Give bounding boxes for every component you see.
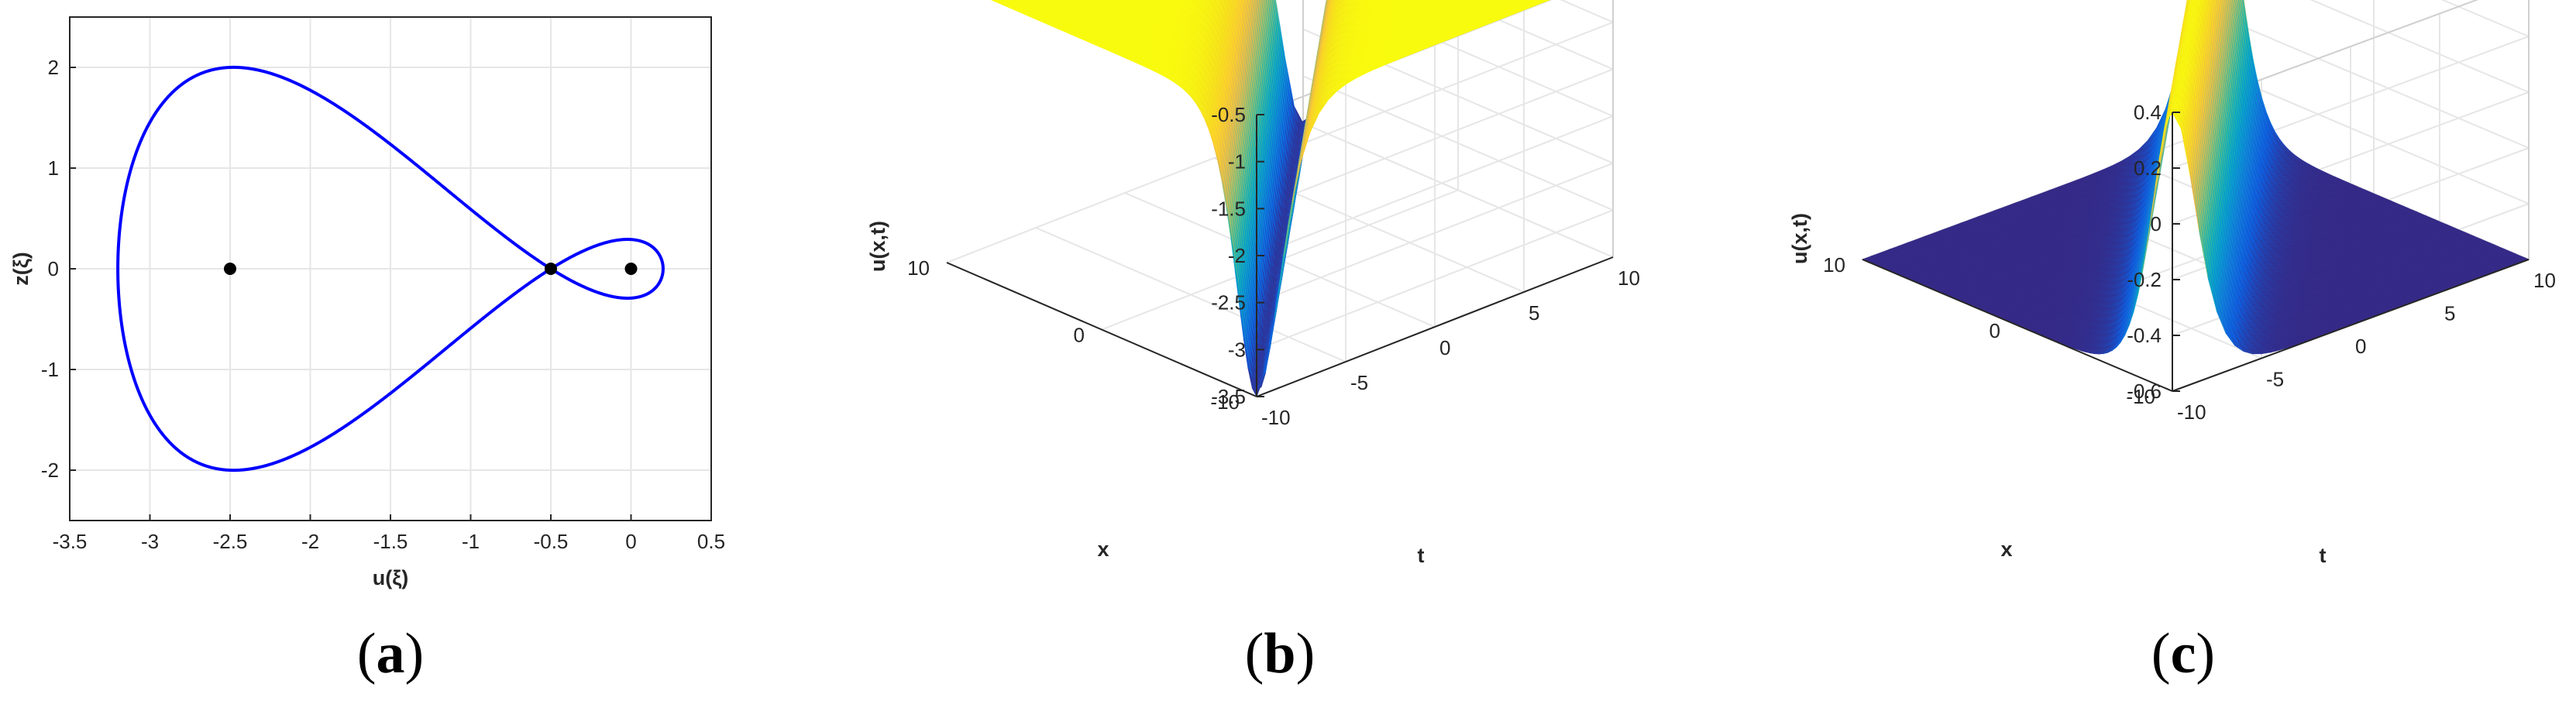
b-ttick-label: 0	[1439, 336, 1450, 359]
panel-a-xlabel: u(ξ)	[373, 566, 409, 589]
b-x-axis	[946, 262, 1257, 397]
panel-a-equilibrium-dot	[624, 263, 638, 275]
panel-a-equilibrium-dot	[545, 263, 557, 275]
b-xtick-label: 0	[1074, 324, 1085, 347]
panel-a-ytick-label: -2	[41, 459, 59, 482]
panel-b-caption: (b)	[1245, 622, 1315, 686]
panel-a-xtick-label: -1	[462, 530, 480, 553]
b-ztick-label: -2.5	[1211, 291, 1246, 314]
panel-b-caption-letter: b	[1264, 622, 1295, 686]
panel-c-surface	[1861, 0, 2530, 355]
panel-a-ytick-label: 0	[48, 257, 59, 280]
panel-a-equilibrium-dot	[224, 263, 236, 275]
panel-b-xlabel: x	[1097, 538, 1109, 561]
b-ttick-label: 10	[1618, 266, 1640, 290]
panel-a-xtick-label: -0.5	[534, 530, 569, 553]
b-xtick-label: 10	[907, 256, 930, 280]
b-grid-floor-t	[1302, 122, 1614, 258]
panel-a-trajectory	[116, 65, 665, 472]
b-ztick-label: -3.5	[1211, 385, 1246, 408]
panel-a-ytick-label: 1	[48, 156, 59, 180]
panel-a-ytick-label: -1	[41, 358, 59, 381]
panel-b-zlabel: u(x,t)	[866, 221, 889, 272]
b-surface-patch	[1251, 373, 1266, 397]
b-ztick-label: -3	[1228, 338, 1246, 361]
panel-a-ytick-label: 2	[48, 56, 59, 79]
panel-a-phase-portrait: -3.5 -3 -2.5 -2 -1.5 -1 -0.5 0 0.5 -2 -1 0 1 2 u(ξ) z…	[9, 16, 725, 686]
c-grid-back-right	[2440, 0, 2530, 37]
b-ttick-label: -5	[1350, 371, 1368, 394]
b-ztick-label: -1.5	[1211, 197, 1246, 220]
panel-a-equilibrium-points	[224, 263, 638, 275]
panel-a-xtick-label: -3.5	[53, 530, 88, 553]
b-ttick-label: 5	[1529, 301, 1539, 325]
panel-b-tlabel: t	[1418, 544, 1425, 567]
panel-a-ticks: -3.5 -3 -2.5 -2 -1.5 -1 -0.5 0 0.5 -2 -1 0 1 2	[41, 56, 725, 553]
panel-a-xtick-label: -3	[141, 530, 159, 553]
panel-a-xtick-label: -1.5	[373, 530, 408, 553]
b-xtick-label: -10	[1210, 390, 1240, 414]
b-ztick-label: -1	[1228, 150, 1246, 174]
panel-a-xtick-label: -2.5	[213, 530, 248, 553]
panel-a-ylabel: z(ξ)	[9, 252, 33, 286]
b-t-axis	[1256, 256, 1614, 397]
panel-a-xtick-label: 0.5	[697, 530, 725, 553]
panel-a-xtick-label: -2	[301, 530, 319, 553]
b-ztick-label: -2	[1228, 244, 1246, 267]
b-ztick-label: -0.5	[1211, 103, 1246, 126]
b-ttick-label: -10	[1261, 406, 1291, 429]
panel-a-xtick-label: 0	[625, 530, 636, 553]
panel-a-caption-letter: a	[377, 622, 405, 686]
b-grid-floor-t	[1035, 227, 1346, 363]
panel-b-surface	[990, 0, 1551, 397]
panel-a-caption: (a)	[357, 622, 424, 686]
